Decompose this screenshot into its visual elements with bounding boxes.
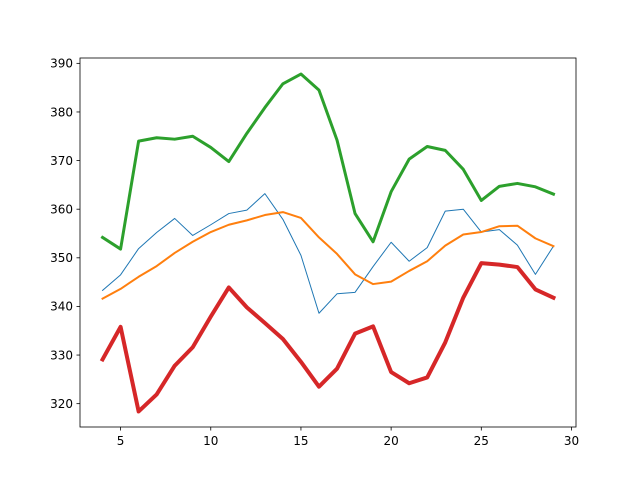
x-tick-label: 10 xyxy=(203,434,218,448)
x-tick-label: 20 xyxy=(383,434,398,448)
series-line-1 xyxy=(101,193,555,314)
x-tick-label: 15 xyxy=(293,434,308,448)
axes-frame xyxy=(79,57,577,428)
series-line-3 xyxy=(100,72,556,251)
plot-lines xyxy=(99,72,557,414)
x-tick-label: 30 xyxy=(564,434,579,448)
y-tick-label: 340 xyxy=(50,300,73,314)
y-tick-label: 350 xyxy=(50,251,73,265)
y-tick-label: 330 xyxy=(50,348,73,362)
y-tick-label: 360 xyxy=(50,202,73,216)
y-axis: 320 330 340 350 360 370 380 390 xyxy=(50,57,80,411)
x-tick-label: 5 xyxy=(117,434,125,448)
y-tick-label: 370 xyxy=(50,154,73,168)
y-tick-label: 320 xyxy=(50,397,73,411)
series-line-4 xyxy=(99,261,557,414)
x-axis: 5 10 15 20 25 30 xyxy=(117,427,579,448)
y-tick-label: 380 xyxy=(50,105,73,119)
y-tick-label: 390 xyxy=(50,57,73,71)
x-tick-label: 25 xyxy=(474,434,489,448)
series-line-2 xyxy=(101,211,555,301)
